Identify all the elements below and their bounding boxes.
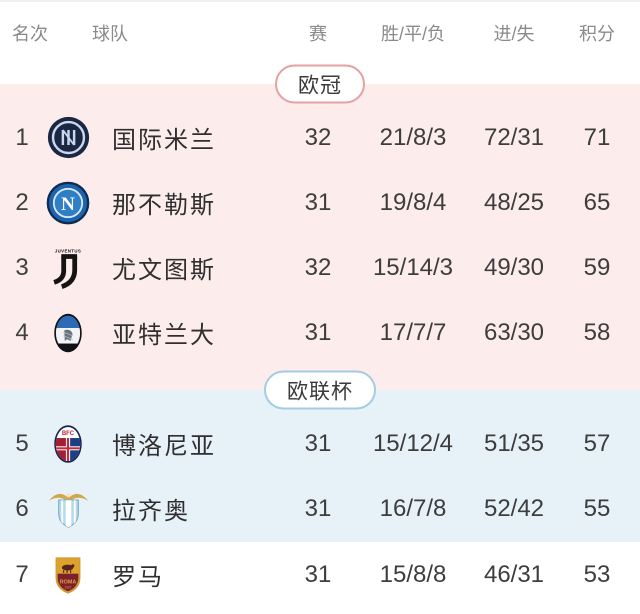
record-value: 15/14/3 xyxy=(372,253,454,281)
rank-value: 7 xyxy=(15,560,29,588)
section-europa-league: 欧联杯 5 xyxy=(0,370,640,542)
rank-value: 5 xyxy=(15,429,29,457)
goals-value: 49/30 xyxy=(483,253,545,281)
points-value: 55 xyxy=(583,494,611,522)
table-row[interactable]: 1 国际米兰 32 21/8/3 72/31 71 xyxy=(0,105,640,170)
table-row[interactable]: 3 JUVENTUS 尤文图斯 32 15/14/3 49/30 59 xyxy=(0,235,640,300)
goals-value: 63/30 xyxy=(483,318,545,346)
table-row[interactable]: 2 N 那不勒斯 31 19/8/4 48/25 65 xyxy=(0,170,640,235)
inter-milan-logo xyxy=(44,115,92,160)
played-value: 31 xyxy=(304,188,332,216)
team-name: 博洛尼亚 xyxy=(112,433,216,460)
record-value: 16/7/8 xyxy=(379,494,447,522)
record-value: 21/8/3 xyxy=(379,123,447,151)
rank-value: 6 xyxy=(15,494,29,522)
header-record: 胜/平/负 xyxy=(380,24,445,44)
points-value: 59 xyxy=(583,253,611,281)
rank-value: 3 xyxy=(15,253,29,281)
bologna-logo: BFC xyxy=(44,422,92,466)
atalanta-logo xyxy=(44,311,92,355)
goals-value: 52/42 xyxy=(483,494,545,522)
record-value: 17/7/7 xyxy=(379,318,447,346)
europa-league-badge: 欧联杯 xyxy=(264,370,376,410)
goals-value: 72/31 xyxy=(483,123,545,151)
table-header-row: 名次 球队 赛 胜/平/负 进/失 积分 xyxy=(0,2,640,64)
points-value: 53 xyxy=(583,560,611,588)
record-value: 15/12/4 xyxy=(372,429,454,457)
section-rest: 7 ROMA 1927 罗马 xyxy=(0,542,640,614)
record-value: 19/8/4 xyxy=(379,188,447,216)
points-value: 58 xyxy=(583,318,611,346)
roma-logo: ROMA 1927 xyxy=(44,553,92,597)
section-champions-league: 欧冠 1 国际米兰 32 21/8/3 72/31 71 xyxy=(0,64,640,390)
juventus-wordmark: JUVENTUS xyxy=(55,248,82,253)
rank-value: 2 xyxy=(15,188,29,216)
lazio-logo xyxy=(44,486,92,531)
table-row[interactable]: 6 拉齐奥 31 16/7 xyxy=(0,476,640,541)
table-row[interactable]: 4 亚特兰大 31 17/7/7 xyxy=(0,300,640,365)
played-value: 32 xyxy=(304,123,332,151)
goals-value: 51/35 xyxy=(483,429,545,457)
team-name: 国际米兰 xyxy=(112,127,216,154)
table-row[interactable]: 7 ROMA 1927 罗马 xyxy=(0,542,640,607)
header-team: 球队 xyxy=(92,24,128,44)
team-name: 拉齐奥 xyxy=(112,498,190,525)
juventus-logo: JUVENTUS xyxy=(44,245,92,291)
played-value: 31 xyxy=(304,494,332,522)
team-name: 那不勒斯 xyxy=(112,192,216,219)
team-name: 亚特兰大 xyxy=(112,322,216,349)
points-value: 65 xyxy=(583,188,611,216)
roma-year-text: 1927 xyxy=(65,585,72,589)
played-value: 31 xyxy=(304,318,332,346)
points-value: 57 xyxy=(583,429,611,457)
played-value: 32 xyxy=(304,253,332,281)
rank-value: 1 xyxy=(15,123,29,151)
goals-value: 48/25 xyxy=(483,188,545,216)
header-points: 积分 xyxy=(579,24,615,44)
header-goals: 进/失 xyxy=(493,24,535,44)
points-value: 71 xyxy=(583,123,611,151)
played-value: 31 xyxy=(304,429,332,457)
header-rank: 名次 xyxy=(12,24,48,44)
rank-value: 4 xyxy=(15,318,29,346)
napoli-logo: N xyxy=(44,181,92,225)
header-played: 赛 xyxy=(309,24,327,44)
team-name: 尤文图斯 xyxy=(112,257,216,284)
roma-wordmark: ROMA xyxy=(60,579,77,585)
played-value: 31 xyxy=(304,560,332,588)
record-value: 15/8/8 xyxy=(379,560,447,588)
napoli-n-letter: N xyxy=(61,193,75,214)
bologna-bfc-text: BFC xyxy=(62,430,75,436)
team-name: 罗马 xyxy=(112,564,164,591)
champions-league-badge: 欧冠 xyxy=(275,64,365,104)
goals-value: 46/31 xyxy=(483,560,545,588)
table-row[interactable]: 5 BFC xyxy=(0,411,640,476)
